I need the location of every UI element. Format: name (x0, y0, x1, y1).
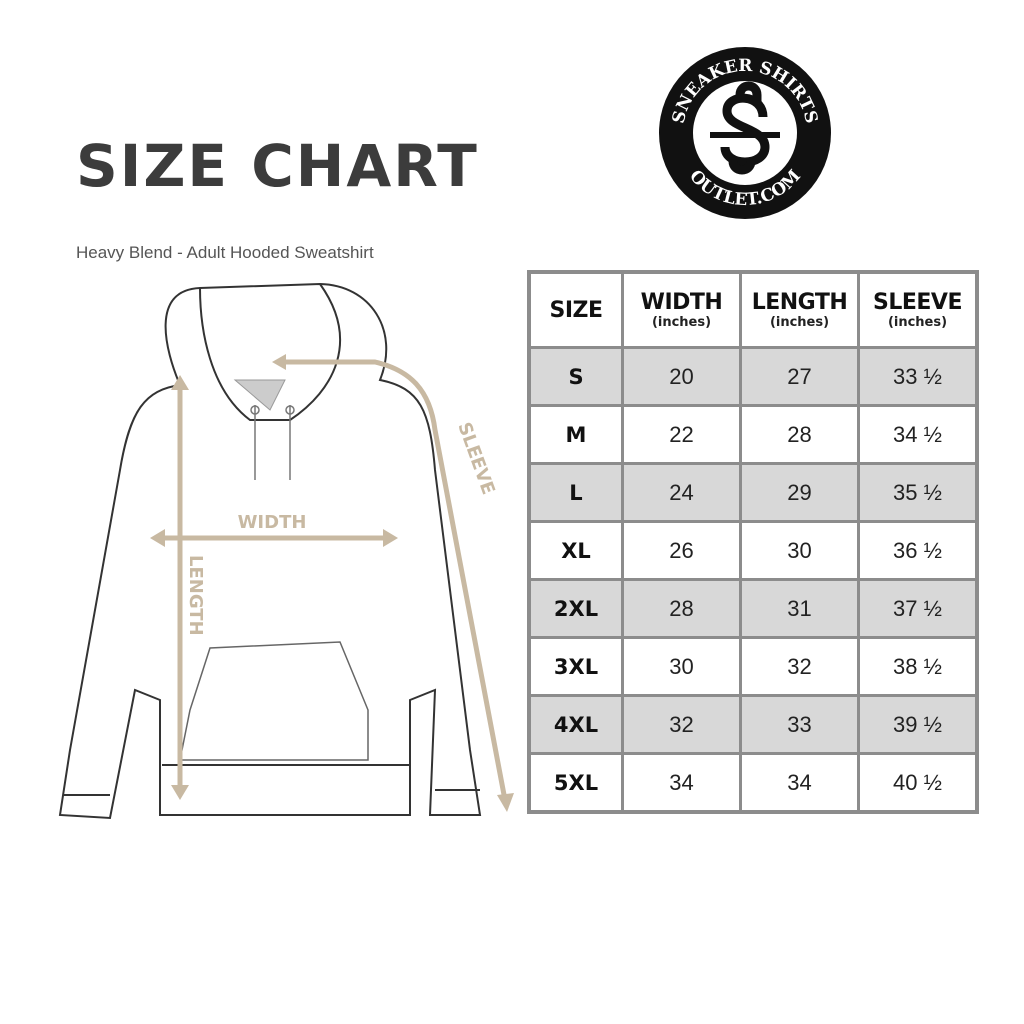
table-row: M 22 28 34 ½ (527, 404, 979, 465)
sleeve-cell: 34 ½ (857, 404, 979, 465)
width-cell: 26 (621, 520, 742, 581)
length-cell: 32 (739, 636, 860, 697)
size-cell: 3XL (527, 636, 624, 697)
width-cell: 24 (621, 462, 742, 523)
size-cell: 2XL (527, 578, 624, 639)
column-header-sleeve: SLEEVE (inches) (857, 270, 979, 349)
width-cell: 34 (621, 752, 742, 814)
sleeve-cell: 33 ½ (857, 346, 979, 407)
length-cell: 29 (739, 462, 860, 523)
brand-logo: SNEAKER SHIRTS OUTLET.COM (659, 47, 831, 219)
table-row: L 24 29 35 ½ (527, 462, 979, 523)
table-header-row: SIZE WIDTH (inches) LENGTH (inches) SLEEVE… (527, 270, 979, 349)
width-cell: 30 (621, 636, 742, 697)
size-cell: S (527, 346, 624, 407)
table-row: 4XL 32 33 39 ½ (527, 694, 979, 755)
sleeve-measure-line (280, 359, 508, 801)
sleeve-cell: 36 ½ (857, 520, 979, 581)
width-cell: 28 (621, 578, 742, 639)
length-cell: 28 (739, 404, 860, 465)
size-cell: 4XL (527, 694, 624, 755)
size-cell: XL (527, 520, 624, 581)
drawstrings-icon (250, 405, 295, 480)
table-row: 5XL 34 34 40 ½ (527, 752, 979, 814)
hoodie-body (58, 282, 482, 820)
width-cell: 22 (621, 404, 742, 465)
length-label: LENGTH (185, 555, 206, 636)
width-label: WIDTH (238, 512, 307, 533)
product-subtitle: Heavy Blend - Adult Hooded Sweatshirt (76, 243, 374, 262)
size-cell: L (527, 462, 624, 523)
sleeve-cell: 37 ½ (857, 578, 979, 639)
page-title: SIZE CHART (76, 132, 479, 200)
length-cell: 33 (739, 694, 860, 755)
column-header-width: WIDTH (inches) (621, 270, 742, 349)
sleeve-cell: 35 ½ (857, 462, 979, 523)
size-cell: M (527, 404, 624, 465)
table-row: 3XL 30 32 38 ½ (527, 636, 979, 697)
size-cell: 5XL (527, 752, 624, 814)
column-header-size: SIZE (527, 270, 624, 349)
column-header-length: LENGTH (inches) (739, 270, 860, 349)
sleeve-cell: 40 ½ (857, 752, 979, 814)
sleeve-label: SLEEVE (453, 420, 498, 498)
monogram-icon (710, 81, 780, 175)
length-cell: 34 (739, 752, 860, 814)
length-cell: 30 (739, 520, 860, 581)
sleeve-cell: 39 ½ (857, 694, 979, 755)
hoodie-diagram: WIDTH LENGTH SLEEVE (58, 282, 514, 820)
table-row: XL 26 30 36 ½ (527, 520, 979, 581)
table-row: S 20 27 33 ½ (527, 346, 979, 407)
length-cell: 27 (739, 346, 860, 407)
table-row: 2XL 28 31 37 ½ (527, 578, 979, 639)
size-table: SIZE WIDTH (inches) LENGTH (inches) SLEEVE… (527, 270, 979, 814)
length-cell: 31 (739, 578, 860, 639)
sleeve-cell: 38 ½ (857, 636, 979, 697)
width-cell: 32 (621, 694, 742, 755)
width-cell: 20 (621, 346, 742, 407)
